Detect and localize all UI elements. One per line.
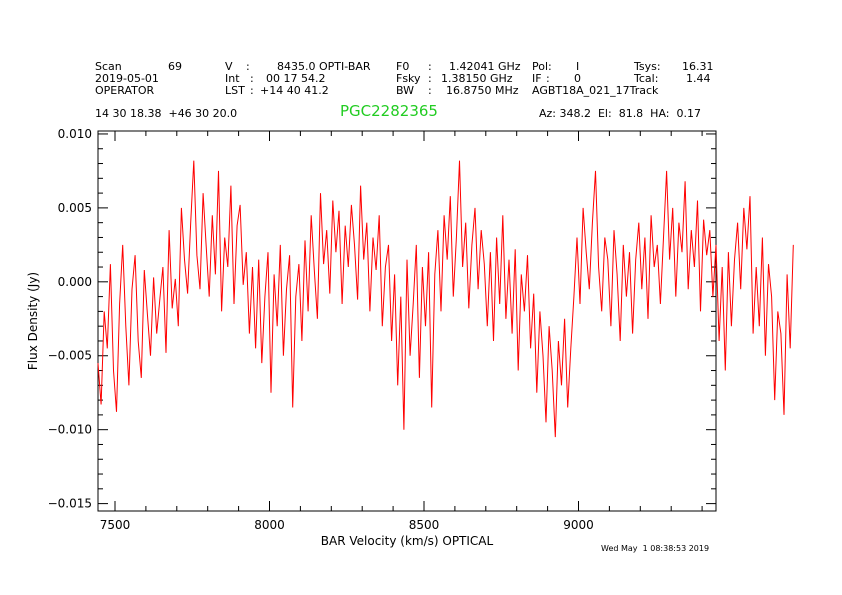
y-tick-label: 0.005: [58, 201, 92, 215]
pol-value: I: [576, 60, 580, 73]
axis-ticks: [98, 131, 716, 511]
flux-trace: [97, 160, 794, 438]
if-colon: :: [546, 72, 550, 85]
bw-value: 16.8750 MHz: [446, 84, 519, 97]
tcal-label: Tcal:: [634, 72, 659, 85]
scan-value: 69: [168, 60, 182, 73]
y-tick-label: −0.015: [48, 497, 92, 511]
velocity-value: 8435.0 OPTI-BAR: [277, 60, 371, 73]
tsys-label: Tsys:: [634, 60, 661, 73]
y-tick-label: 0.000: [58, 275, 92, 289]
obs-date: 2019-05-01: [95, 72, 159, 85]
project-id: AGBT18A_021_17Track: [532, 84, 659, 97]
timestamp: Wed May 1 08:38:53 2019: [601, 544, 710, 553]
velocity-label: V: [225, 60, 233, 73]
fsky-colon: :: [428, 72, 432, 85]
int-label: Int: [225, 72, 240, 85]
f0-colon: :: [428, 60, 432, 73]
f0-value: 1.42041 GHz: [449, 60, 521, 73]
lst-value: +14 40 41.2: [260, 84, 329, 97]
x-axis-title: BAR Velocity (km/s) OPTICAL: [321, 534, 494, 548]
y-tick-label: −0.005: [48, 349, 92, 363]
bw-label: BW: [396, 84, 415, 97]
pointing-info: Az: 348.2 El: 81.8 HA: 0.17: [539, 107, 701, 120]
y-axis-title: Flux Density (Jy): [26, 272, 40, 370]
pol-label: Pol:: [532, 60, 552, 73]
scan-label: Scan: [95, 60, 122, 73]
y-tick-label: −0.010: [48, 423, 92, 437]
lst-colon: :: [250, 84, 254, 97]
tsys-value: 16.31: [682, 60, 714, 73]
plot-frame: [97, 130, 717, 512]
if-value: 0: [574, 72, 581, 85]
x-tick-label: 9000: [563, 518, 594, 532]
source-name: PGC2282365: [340, 102, 438, 120]
velocity-colon: :: [246, 60, 250, 73]
y-tick-label: 0.010: [58, 127, 92, 141]
lst-label: LST: [225, 84, 245, 97]
observer: OPERATOR: [95, 84, 155, 97]
tick-labels: 7500 8000 8500 9000 0.010 0.005 0.000 −0.005 −0.…: [48, 127, 594, 532]
if-label: IF: [532, 72, 542, 85]
x-tick-label: 7500: [100, 518, 131, 532]
tcal-value: 1.44: [686, 72, 711, 85]
int-colon: :: [250, 72, 254, 85]
bw-colon: :: [428, 84, 432, 97]
coordinates: 14 30 18.38 +46 30 20.0: [95, 107, 238, 120]
f0-label: F0: [396, 60, 410, 73]
fsky-value: 1.38150 GHz: [441, 72, 513, 85]
int-value: 00 17 54.2: [266, 72, 326, 85]
x-tick-label: 8500: [409, 518, 440, 532]
x-tick-label: 8000: [254, 518, 285, 532]
fsky-label: Fsky: [396, 72, 421, 85]
